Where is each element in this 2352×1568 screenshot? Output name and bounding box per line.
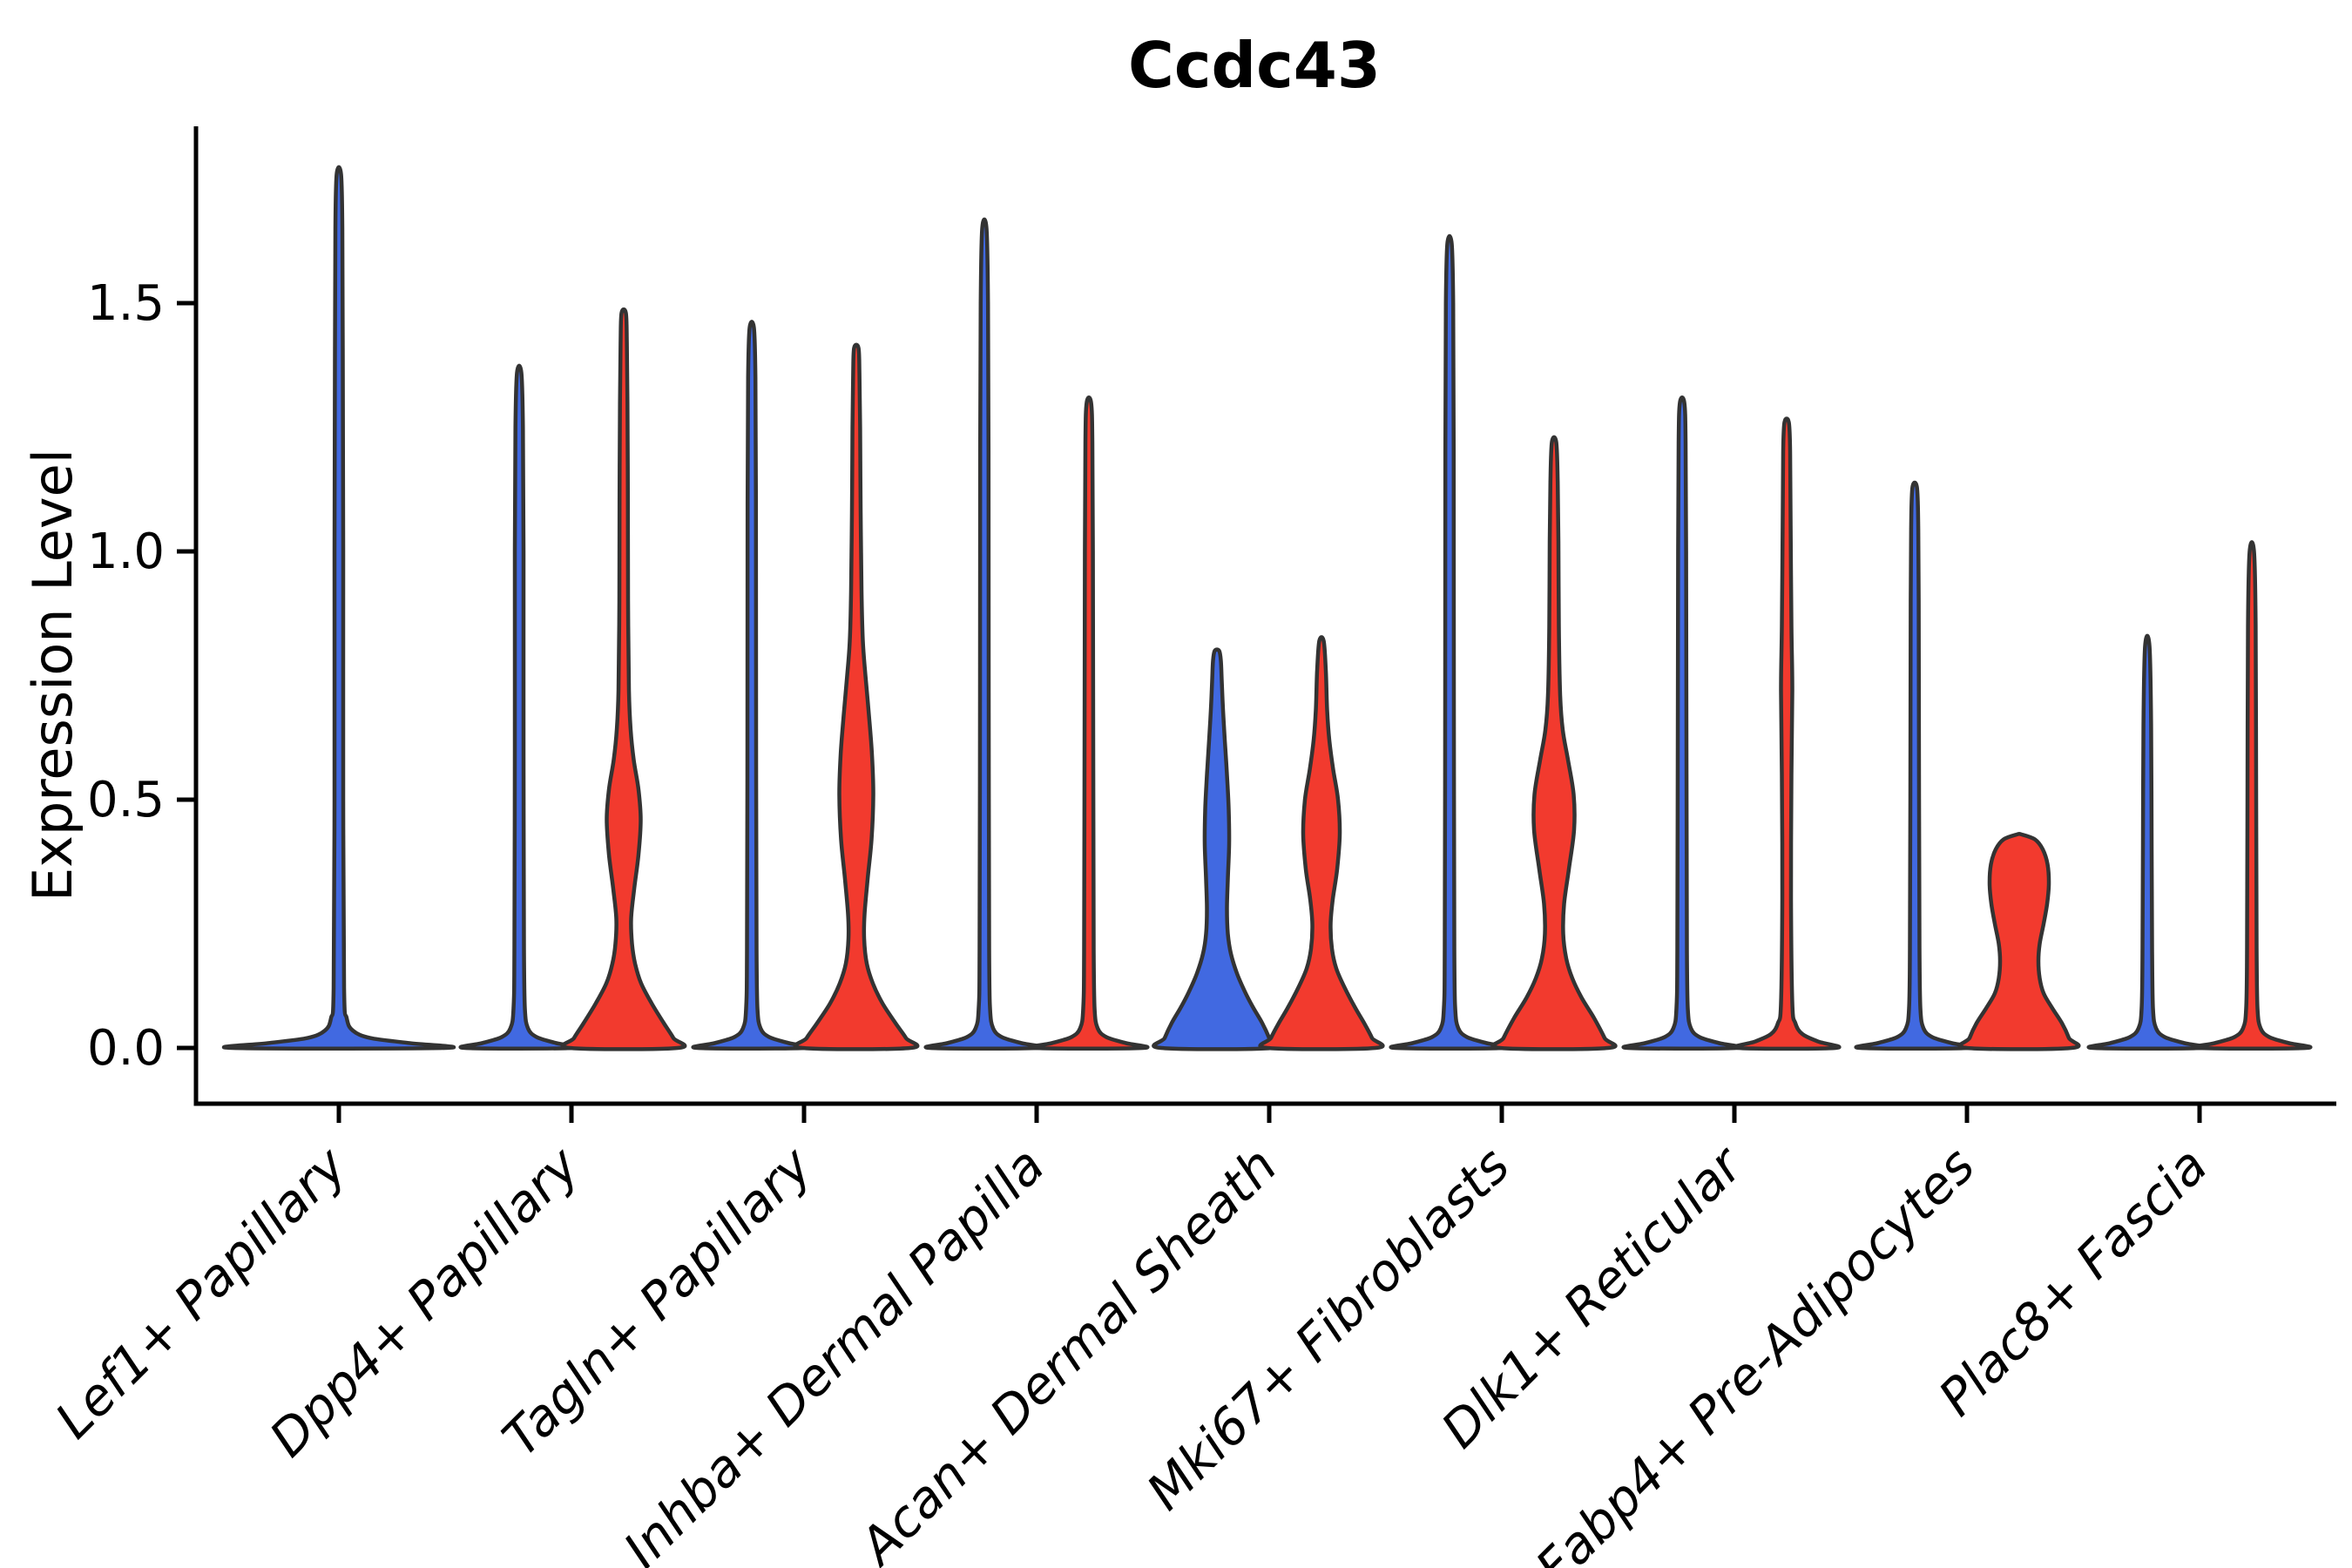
y-tick-label: 1.5: [87, 275, 165, 332]
y-tick-label: 1.0: [87, 524, 165, 580]
violin-inhba-dermal-papilla-split2: [1028, 395, 1150, 1051]
x-tick-label-inhba-dermal-papilla: Inhba+ Dermal Papilla: [612, 1136, 1056, 1568]
violin-dpp4-papillary-split2: [560, 307, 687, 1051]
violin-dlk1-reticular-split1: [1621, 395, 1743, 1051]
violin-layer: [221, 165, 2313, 1051]
chart-title: Ccdc43: [1128, 29, 1381, 102]
x-tick-label-fabp4-pre-adipocytes: Fabp4+ Pre-Adipocytes: [1524, 1136, 1986, 1568]
y-axis-label: Expression Level: [21, 449, 84, 902]
violin-mki67-fibroblasts-split2: [1490, 435, 1618, 1051]
y-tick-label: 0.0: [87, 1020, 165, 1077]
violin-acan-dermal-sheath-split1: [1152, 647, 1282, 1051]
violin-tagln-papillary-split2: [793, 342, 920, 1051]
violin-dpp4-papillary-split1: [458, 363, 580, 1051]
violin-fabp4-pre-adipocytes-split1: [1854, 480, 1976, 1051]
violin-inhba-dermal-papilla-split1: [923, 217, 1045, 1051]
y-tick-label: 0.5: [87, 772, 165, 828]
violin-plac8-fascia-split1: [2086, 633, 2208, 1051]
violin-lef1-papillary-single: [221, 165, 456, 1051]
violin-plac8-fascia-split2: [2191, 540, 2313, 1051]
x-tick-label-acan-dermal-sheath: Acan+ Dermal Sheath: [846, 1136, 1288, 1568]
violin-tagln-papillary-split1: [691, 320, 813, 1051]
violin-mki67-fibroblasts-split1: [1389, 233, 1511, 1051]
violin-fabp4-pre-adipocytes-split2: [1957, 831, 2081, 1051]
violin-acan-dermal-sheath-split2: [1258, 635, 1385, 1051]
violin-dlk1-reticular-split2: [1732, 416, 1842, 1051]
